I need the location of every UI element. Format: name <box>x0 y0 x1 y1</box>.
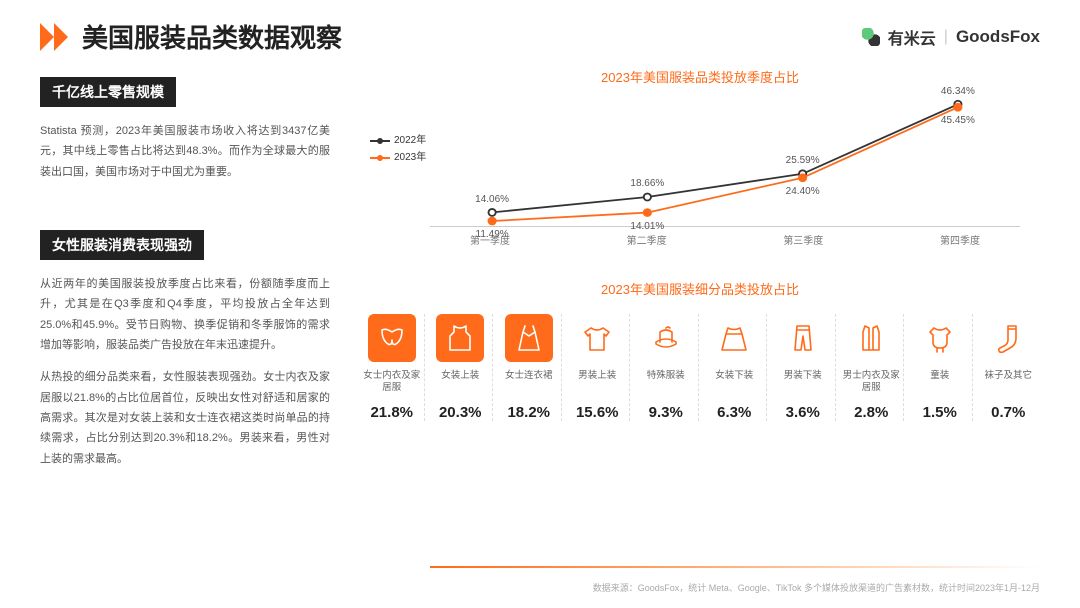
categories-section: 2023年美国服装细分品类投放占比 女士内衣及家居服 21.8% 女装上装 20… <box>360 279 1040 421</box>
category-label: 女士内衣及家居服 <box>360 370 424 396</box>
category-value: 15.6% <box>576 404 619 421</box>
category-icon <box>505 314 553 362</box>
category-label: 童装 <box>930 370 949 396</box>
category-icon <box>710 314 758 362</box>
gradient-accent <box>430 566 1040 568</box>
category-value: 21.8% <box>370 404 413 421</box>
category-item: 女士内衣及家居服 21.8% <box>360 314 425 421</box>
category-label: 女装上装 <box>441 370 479 396</box>
linechart-title: 2023年美国服装品类投放季度占比 <box>360 67 1040 86</box>
legend-item: 2022年 <box>370 132 426 149</box>
brand-separator: | <box>944 28 948 46</box>
category-value: 9.3% <box>649 404 683 421</box>
header-brands: 有米云 | GoodsFox <box>862 25 1040 49</box>
category-value: 18.2% <box>507 404 550 421</box>
category-icon <box>573 314 621 362</box>
category-label: 袜子及其它 <box>984 370 1032 396</box>
data-label: 45.45% <box>941 115 975 126</box>
category-icon <box>916 314 964 362</box>
category-item: 袜子及其它 0.7% <box>977 314 1041 421</box>
legend-item: 2023年 <box>370 149 426 166</box>
category-item: 男士内衣及家居服 2.8% <box>840 314 905 421</box>
left-column: 千亿线上零售规模 Statista 预测，2023年美国服装市场收入将达到343… <box>40 67 330 577</box>
data-label: 24.40% <box>786 186 820 197</box>
x-axis-label: 第三季度 <box>783 232 823 247</box>
brand-goodsfox: GoodsFox <box>956 27 1040 47</box>
category-icon <box>779 314 827 362</box>
categories-title: 2023年美国服装细分品类投放占比 <box>360 279 1040 298</box>
category-label: 女装下装 <box>715 370 753 396</box>
linechart-xlabels: 第一季度 第二季度 第三季度 第四季度 <box>430 232 1020 247</box>
section-2-title: 女性服装消费表现强劲 <box>40 230 204 260</box>
header: 美国服装品类数据观察 有米云 | GoodsFox <box>0 0 1080 67</box>
category-value: 3.6% <box>786 404 820 421</box>
category-label: 男装下装 <box>784 370 822 396</box>
section-2: 女性服装消费表现强劲 从近两年的美国服装投放季度占比来看，份额随季度而上升，尤其… <box>40 230 330 469</box>
category-value: 20.3% <box>439 404 482 421</box>
x-axis-label: 第四季度 <box>940 232 980 247</box>
section-1: 千亿线上零售规模 Statista 预测，2023年美国服装市场收入将达到343… <box>40 77 330 182</box>
category-icon <box>436 314 484 362</box>
youmiyun-icon <box>862 28 880 46</box>
category-icon <box>642 314 690 362</box>
linechart-svg <box>430 92 1020 226</box>
x-axis-label: 第一季度 <box>470 232 510 247</box>
logo-icon <box>40 23 68 51</box>
data-label: 46.34% <box>941 86 975 97</box>
category-item: 男装上装 15.6% <box>566 314 631 421</box>
data-label: 14.01% <box>630 221 664 232</box>
data-label: 25.59% <box>786 155 820 166</box>
category-label: 男士内衣及家居服 <box>840 370 904 396</box>
category-icon <box>984 314 1032 362</box>
category-value: 6.3% <box>717 404 751 421</box>
category-value: 0.7% <box>991 404 1025 421</box>
category-item: 女装上装 20.3% <box>429 314 494 421</box>
section-1-text: Statista 预测，2023年美国服装市场收入将达到3437亿美元，其中线上… <box>40 121 330 182</box>
footer-source: 数据来源：GoodsFox，统计 Meta、Google、TikTok 多个媒体… <box>593 581 1040 594</box>
section-2-text-1: 从近两年的美国服装投放季度占比来看，份额随季度而上升，尤其是在Q3季度和Q4季度… <box>40 274 330 355</box>
section-1-title: 千亿线上零售规模 <box>40 77 176 107</box>
right-column: 2023年美国服装品类投放季度占比 2022年2023年 14.06% 18.66… <box>360 67 1040 577</box>
brand-youmiyun: 有米云 <box>888 25 936 49</box>
category-value: 1.5% <box>923 404 957 421</box>
category-label: 女士连衣裙 <box>505 370 553 396</box>
category-label: 男装上装 <box>578 370 616 396</box>
category-item: 男装下装 3.6% <box>771 314 836 421</box>
category-label: 特殊服装 <box>647 370 685 396</box>
body: 千亿线上零售规模 Statista 预测，2023年美国服装市场收入将达到343… <box>0 67 1080 577</box>
category-item: 女士连衣裙 18.2% <box>497 314 562 421</box>
x-axis-label: 第二季度 <box>627 232 667 247</box>
category-item: 特殊服装 9.3% <box>634 314 699 421</box>
linechart: 2022年2023年 14.06%18.66%25.59%46.34%11.49… <box>370 92 1030 247</box>
category-icon <box>847 314 895 362</box>
category-value: 2.8% <box>854 404 888 421</box>
data-label: 18.66% <box>630 178 664 189</box>
category-item: 童装 1.5% <box>908 314 973 421</box>
section-2-text-2: 从热投的细分品类来看，女性服装表现强劲。女士内衣及家居服以21.8%的占比位居首… <box>40 367 330 469</box>
page-title: 美国服装品类数据观察 <box>82 18 342 55</box>
category-item: 女装下装 6.3% <box>703 314 768 421</box>
linechart-plot: 14.06%18.66%25.59%46.34%11.49%14.01%24.4… <box>430 92 1020 227</box>
linechart-legend: 2022年2023年 <box>370 132 426 166</box>
header-left: 美国服装品类数据观察 <box>40 18 342 55</box>
categories-grid: 女士内衣及家居服 21.8% 女装上装 20.3% 女士连衣裙 18.2% 男装… <box>360 314 1040 421</box>
data-label: 14.06% <box>475 194 509 205</box>
category-icon <box>368 314 416 362</box>
